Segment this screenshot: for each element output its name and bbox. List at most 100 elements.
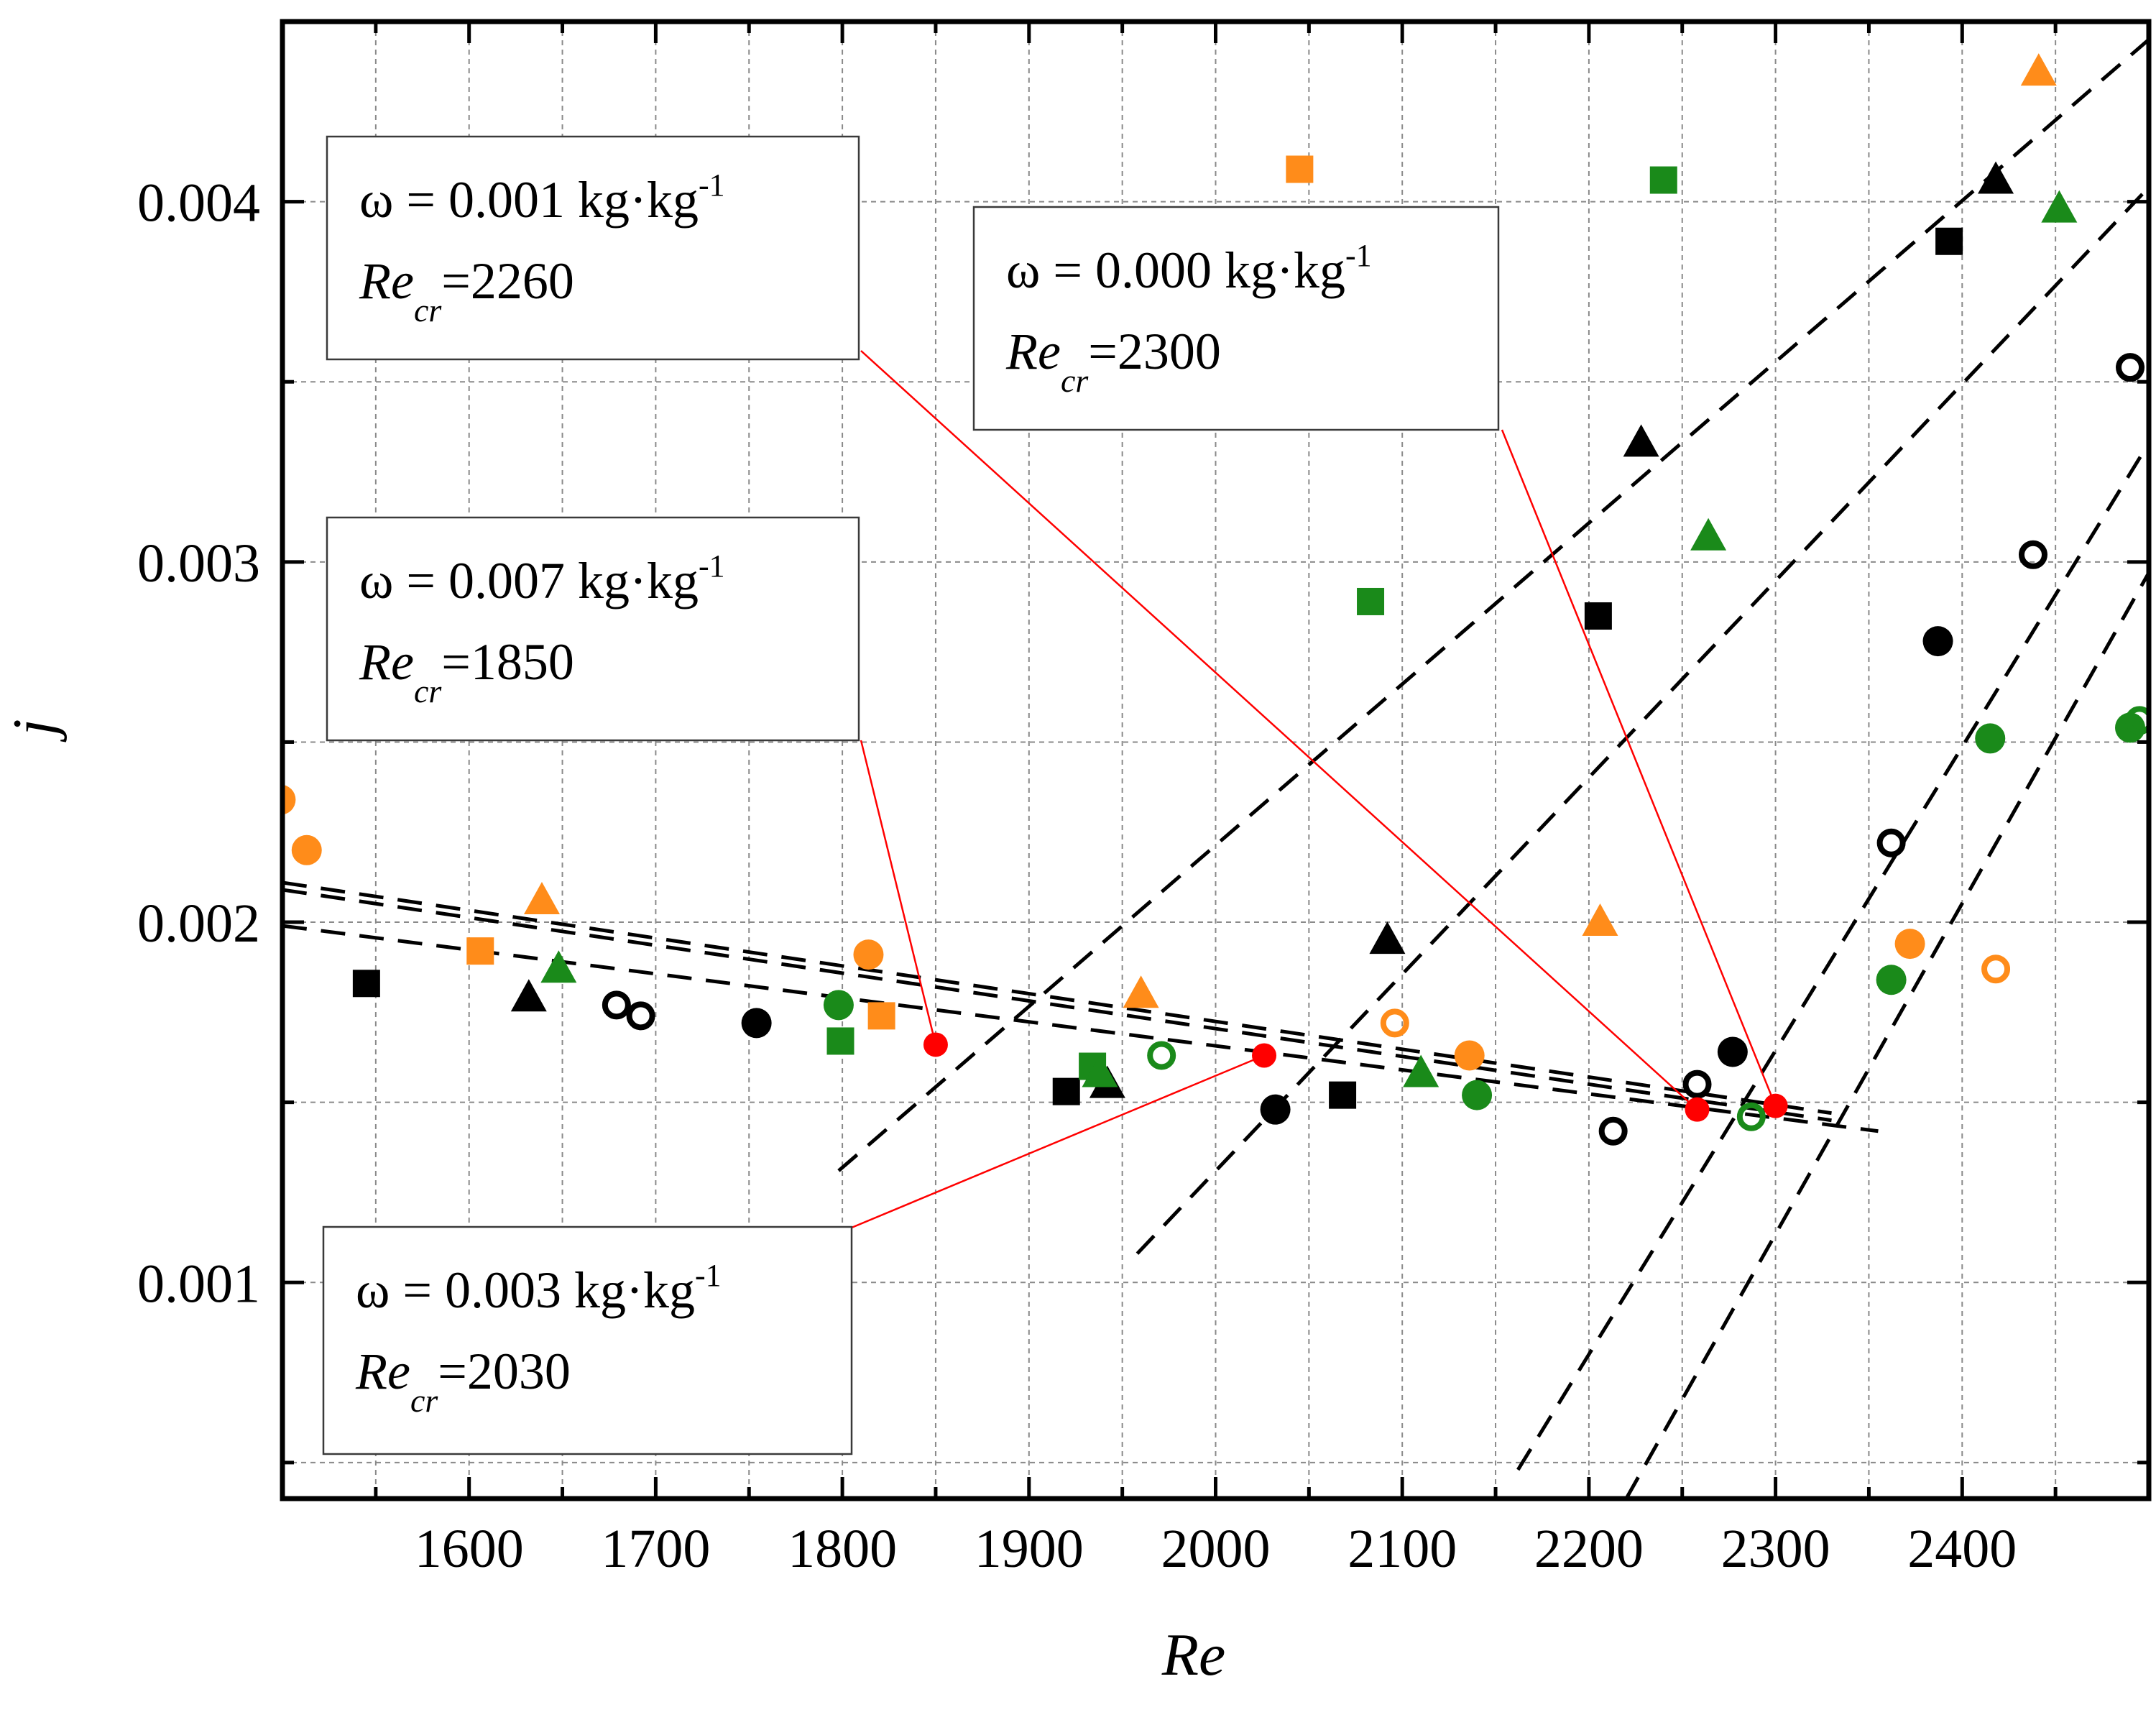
annotation-w-0000-re-symbol: Re <box>1005 323 1061 380</box>
orange-circle-marker <box>1454 1040 1485 1071</box>
critical-point-marker <box>1252 1043 1277 1068</box>
x-tick-label: 1600 <box>415 1519 524 1579</box>
annotation-w-0000-omega-main: ω = 0.000 kg·kg <box>1006 242 1345 299</box>
annotation-w-0000-omega-exponent: -1 <box>1345 238 1372 273</box>
annotation-w-0007-re-value: =1850 <box>441 633 574 691</box>
annotation-w-0001-omega: ω = 0.001 kg·kg-1 <box>359 167 725 229</box>
x-tick-label: 2400 <box>1907 1519 2017 1579</box>
annotation-w-0003-omega-exponent: -1 <box>695 1258 722 1293</box>
annotation-w-0001-re-symbol: Re <box>359 252 414 310</box>
data-markers <box>282 53 2149 1146</box>
laminar-fit-1 <box>282 880 1832 1116</box>
annotation-w-0007-omega-exponent: -1 <box>699 548 725 584</box>
y-tick-label: 0.004 <box>137 173 260 234</box>
black-circle-marker <box>741 1008 772 1039</box>
orange-open-circle-marker <box>1380 1008 1409 1038</box>
green-triangle-marker <box>1403 1054 1439 1087</box>
orange-square-marker <box>466 937 494 965</box>
annotation-connectors <box>851 350 1777 1229</box>
axis-ticks: 1600 1700 1800 1900 2000 2100 2200 2300 2400 0.00… <box>137 22 2149 1579</box>
green-circle-marker <box>1462 1080 1493 1110</box>
laminar-fit-3 <box>282 924 1879 1133</box>
transition-fit-1 <box>837 38 2149 1172</box>
x-axis-title: Re <box>1161 1622 1226 1688</box>
black-circle-marker <box>1717 1036 1748 1067</box>
green-circle-marker <box>823 990 854 1021</box>
orange-triangle-marker <box>2020 53 2057 86</box>
annotation-w-0007-re-subscript: cr <box>414 673 442 709</box>
black-open-circle-marker <box>626 1001 655 1031</box>
annotation-w-0001-omega-exponent: -1 <box>699 167 725 203</box>
annotation-w-0003-omega-main: ω = 0.003 kg·kg <box>356 1261 695 1319</box>
black-square-marker <box>352 970 380 998</box>
annotation-w-0003-re-value: =2030 <box>438 1343 571 1400</box>
critical-point-marker <box>1685 1097 1710 1122</box>
orange-triangle-marker <box>523 881 560 914</box>
orange-open-circle-marker <box>1981 954 2011 984</box>
fit-lines <box>282 38 2149 1499</box>
black-triangle-marker <box>510 979 547 1012</box>
laminar-fit-2 <box>282 888 1832 1123</box>
annotations: ω = 0.001 kg·kg-1 Recr=2260 ω = 0.000 kg·k… <box>322 135 1500 1455</box>
y-tick-label: 0.001 <box>137 1254 260 1314</box>
y-axis-title: j <box>1 719 68 742</box>
black-square-marker <box>1329 1081 1357 1109</box>
annotation-w-0000-recr: Recr=2300 <box>1005 323 1221 399</box>
y-tick-label: 0.002 <box>137 893 260 954</box>
black-open-circle-marker <box>1876 828 1906 857</box>
annotation-w-0001-recr: Recr=2260 <box>359 252 574 328</box>
annotation-w-0007-re-symbol: Re <box>359 633 414 691</box>
orange-triangle-marker <box>1582 903 1618 937</box>
orange-square-marker <box>867 1002 895 1030</box>
annotation-w-0007-box <box>326 516 860 742</box>
orange-circle-marker <box>853 939 884 970</box>
orange-circle-marker <box>282 784 296 815</box>
annotation-w-0000-re-value: =2300 <box>1088 323 1221 380</box>
annotation-w-0003-box <box>322 1225 853 1455</box>
annotation-w-0003-recr: Recr=2030 <box>355 1343 571 1419</box>
annotation-w-0000-re-subscript: cr <box>1061 362 1089 399</box>
x-tick-label: 2200 <box>1534 1519 1644 1579</box>
black-open-circle-marker <box>1682 1070 1712 1099</box>
annotation-w-0001-re-subscript: cr <box>414 292 442 328</box>
y-tick-label: 0.003 <box>137 533 260 594</box>
black-triangle-marker <box>1978 161 2014 194</box>
annotation-w-0003-re-subscript: cr <box>410 1382 438 1419</box>
green-triangle-marker <box>1690 518 1727 551</box>
annotation-w-0001-connector <box>860 350 1698 1110</box>
green-circle-marker <box>1975 723 2006 754</box>
black-triangle-marker <box>1369 921 1406 954</box>
x-tick-label: 1800 <box>788 1519 897 1579</box>
annotation-w-0003-connector <box>851 1054 1265 1229</box>
orange-circle-marker <box>1894 929 1925 960</box>
black-open-circle-marker <box>2018 540 2047 569</box>
annotation-w-0007: ω = 0.007 kg·kg-1 Recr=1850 <box>326 516 860 742</box>
green-circle-marker <box>1876 965 1907 995</box>
annotation-w-0001: ω = 0.001 kg·kg-1 Recr=2260 <box>326 135 860 361</box>
black-square-marker <box>1052 1077 1080 1105</box>
annotation-w-0007-recr: Recr=1850 <box>359 633 574 709</box>
black-open-circle-marker <box>2116 353 2145 382</box>
black-circle-marker <box>1260 1094 1291 1125</box>
black-square-marker <box>1935 227 1963 255</box>
annotation-w-0007-omega-main: ω = 0.007 kg·kg <box>359 552 699 610</box>
transition-fit-2 <box>1135 185 2149 1255</box>
transition-fit-4 <box>1624 571 2149 1499</box>
black-square-marker <box>1584 602 1612 630</box>
orange-triangle-marker <box>1123 975 1159 1008</box>
orange-circle-marker <box>291 834 322 865</box>
orange-square-marker <box>1286 155 1314 183</box>
green-square-marker <box>1649 166 1677 194</box>
green-open-circle-marker <box>1147 1041 1176 1070</box>
black-triangle-marker <box>1623 424 1659 457</box>
green-triangle-marker <box>1082 1054 1118 1087</box>
annotation-w-0000: ω = 0.000 kg·kg-1 Recr=2300 <box>972 206 1500 431</box>
green-open-circle-marker <box>2125 706 2149 735</box>
green-triangle-marker <box>2041 190 2078 223</box>
critical-point-marker <box>1763 1093 1788 1118</box>
green-open-circle-marker <box>1736 1102 1766 1131</box>
x-tick-label: 1700 <box>601 1519 710 1579</box>
transition-fit-3 <box>1516 442 2149 1471</box>
black-open-circle-marker <box>1598 1116 1628 1146</box>
